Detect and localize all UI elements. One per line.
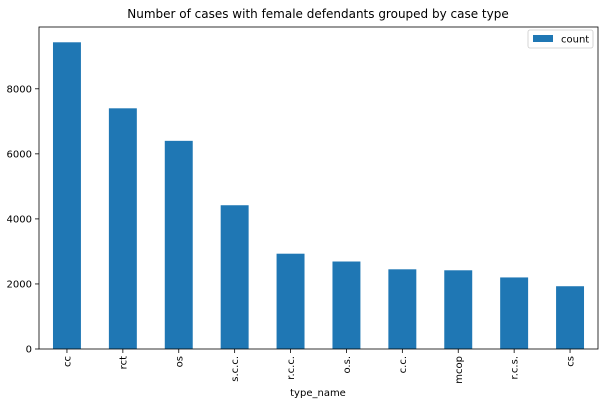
x-tick-label-cc: cc: [62, 356, 73, 367]
x-tick-label-o.s.: o.s.: [342, 356, 353, 374]
y-tick-label: 0: [26, 345, 32, 356]
x-tick-label-s.c.c.: s.c.c.: [230, 356, 241, 382]
y-tick-label: 6000: [7, 149, 32, 160]
y-tick-label: 2000: [7, 279, 32, 290]
x-tick-label-rct: rct: [118, 356, 129, 369]
x-axis: cc rct os s.c.c. r.c.c. o.s. c.c. mcop r.c.s. cs: [62, 349, 577, 384]
axes-frame: [38, 26, 599, 350]
bar-c.c.: [388, 269, 417, 349]
legend-box: [527, 29, 594, 49]
chart-title: Number of cases with female defendants g…: [127, 7, 508, 21]
bar-r.c.s.: [500, 277, 529, 349]
bar-o.s.: [332, 261, 361, 349]
bar-cs: [556, 286, 585, 349]
bar-s.c.c.: [220, 205, 249, 349]
x-tick-label-cs: cs: [566, 356, 577, 367]
bar-cc: [52, 42, 81, 349]
plot-area: [52, 42, 585, 349]
legend-swatch-count: [533, 35, 553, 42]
x-tick-label-r.c.c.: r.c.c.: [286, 356, 297, 380]
bar-os: [164, 140, 193, 349]
x-tick-label-r.c.s.: r.c.s.: [510, 356, 521, 379]
bar-mcop: [444, 270, 473, 349]
x-tick-label-c.c.: c.c.: [398, 356, 409, 373]
bar-r.c.c.: [276, 253, 305, 349]
y-tick-label: 8000: [7, 84, 32, 95]
legend-label-count: count: [561, 35, 589, 46]
y-tick-label: 4000: [7, 214, 32, 225]
y-axis: 0 2000 4000 6000 8000: [7, 84, 39, 356]
x-tick-label-mcop: mcop: [454, 356, 465, 384]
x-tick-label-os: os: [174, 356, 185, 367]
legend: count: [527, 29, 594, 49]
x-axis-label: type_name: [290, 388, 346, 399]
bar-rct: [108, 108, 137, 349]
